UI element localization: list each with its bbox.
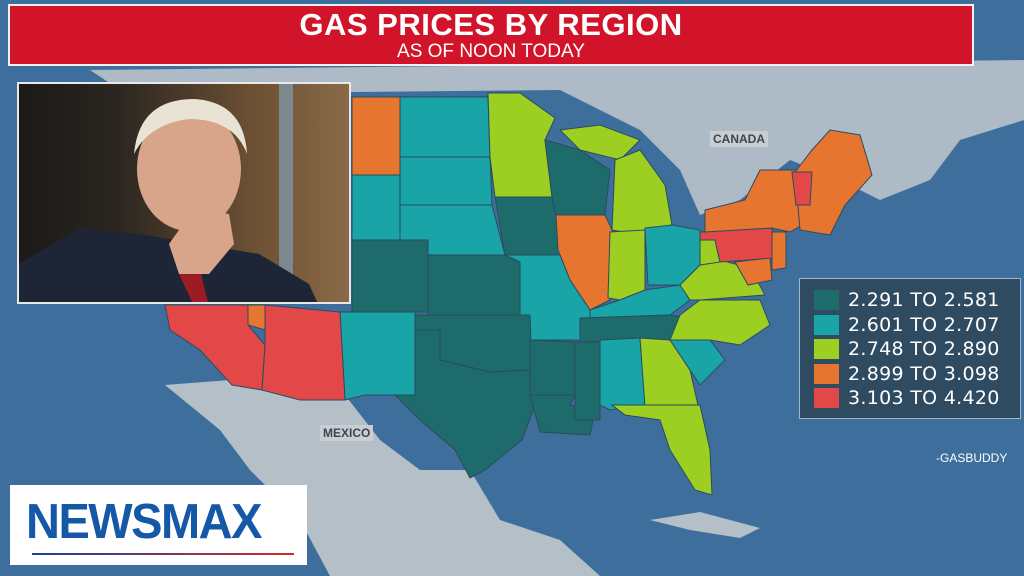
state-region <box>610 404 713 496</box>
canada-label: CANADA <box>710 131 768 147</box>
legend-item: 2.601 TO 2.707 <box>814 313 1020 338</box>
legend: 2.291 TO 2.581 2.601 TO 2.707 2.748 TO 2… <box>799 278 1021 419</box>
state-regions <box>164 92 873 496</box>
state-region <box>529 339 581 396</box>
state-region <box>669 299 771 346</box>
state-region <box>791 171 813 206</box>
state-region <box>734 257 773 286</box>
state-region <box>599 337 646 411</box>
legend-label: 2.748 TO 2.890 <box>848 338 1000 361</box>
inset-photo <box>17 82 351 304</box>
state-region <box>574 341 601 421</box>
state-region <box>365 329 536 479</box>
legend-item: 2.748 TO 2.890 <box>814 337 1020 362</box>
state-region <box>427 254 521 316</box>
state-region <box>399 96 491 158</box>
legend-item: 2.291 TO 2.581 <box>814 288 1020 313</box>
canada-landmass <box>90 60 1024 215</box>
state-region <box>351 96 401 176</box>
mexico-landmass <box>165 380 600 576</box>
state-region <box>399 156 493 206</box>
state-region <box>607 229 646 301</box>
state-region <box>351 239 429 313</box>
legend-swatch <box>814 388 839 409</box>
source-credit: -GASBUDDY <box>936 451 1008 465</box>
state-region <box>261 304 346 401</box>
title-banner: GAS PRICES BY REGION AS OF NOON TODAY <box>8 4 974 66</box>
logo-underline <box>32 553 294 555</box>
legend-label: 2.291 TO 2.581 <box>848 289 1000 312</box>
state-region <box>487 92 556 198</box>
state-region <box>558 124 641 161</box>
cuba <box>650 512 760 538</box>
state-region <box>639 337 699 408</box>
mexico-label: MEXICO <box>320 425 374 441</box>
logo-text: NEWSMAX <box>26 492 262 549</box>
state-region <box>794 129 873 236</box>
state-region <box>339 311 416 401</box>
state-region <box>611 149 673 236</box>
newsmax-logo: NEWSMAX <box>10 485 307 565</box>
legend-label: 3.103 TO 4.420 <box>848 387 1000 410</box>
legend-swatch <box>814 363 839 384</box>
legend-label: 2.899 TO 3.098 <box>848 362 1000 385</box>
legend-swatch <box>814 290 839 311</box>
page-subtitle: AS OF NOON TODAY <box>397 41 585 62</box>
legend-item: 2.899 TO 3.098 <box>814 362 1020 387</box>
legend-swatch <box>814 339 839 360</box>
legend-label: 2.601 TO 2.707 <box>848 313 1000 336</box>
page-title: GAS PRICES BY REGION <box>299 7 683 42</box>
person-photo-illustration <box>19 84 318 302</box>
legend-item: 3.103 TO 4.420 <box>814 386 1020 411</box>
state-region <box>351 174 401 241</box>
state-region <box>771 231 787 271</box>
legend-swatch <box>814 314 839 335</box>
